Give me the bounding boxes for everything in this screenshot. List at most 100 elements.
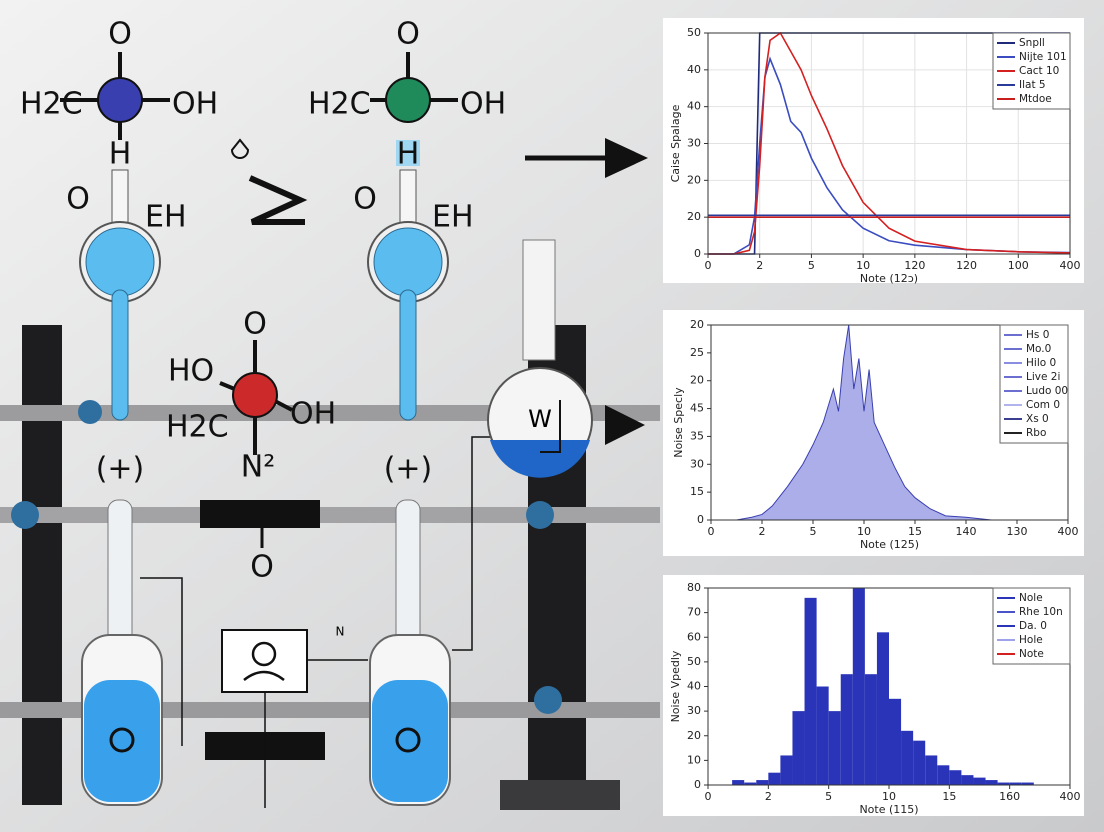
y-tick-label: 60	[687, 630, 701, 643]
flask-label: W	[528, 405, 552, 433]
legend-label: Da. 0	[1019, 620, 1047, 632]
legend-label: Rbo	[1026, 427, 1046, 439]
bar	[949, 770, 962, 785]
bar	[768, 772, 781, 785]
bar	[937, 765, 950, 785]
atom-label: EH	[145, 200, 187, 235]
x-tick-label: 15	[908, 525, 922, 538]
x-tick-label: 5	[810, 525, 817, 538]
bar	[804, 597, 817, 785]
y-tick-label: 20	[690, 374, 704, 387]
atom-label: H	[397, 137, 420, 172]
y-axis-label: Noise Specly	[672, 387, 685, 458]
legend-label: Rhe 10n	[1019, 606, 1063, 618]
plot-frame	[707, 32, 1071, 255]
legend-label: Xs 0	[1026, 413, 1049, 425]
y-tick-label: 50	[687, 26, 701, 39]
legend-label: Nijte 101	[1019, 51, 1067, 63]
x-tick-label: 120	[904, 259, 925, 272]
area	[736, 324, 992, 521]
y-tick-label: 10	[687, 753, 701, 766]
y-tick-label: 20	[687, 729, 701, 742]
y-tick-label: 0	[694, 247, 701, 260]
y-tick-label: 15	[690, 485, 704, 498]
legend-label: Cact 10	[1019, 65, 1059, 77]
legend-label: Hs 0	[1026, 329, 1049, 341]
atom-label: OH	[290, 397, 336, 432]
x-tick-label: 5	[808, 259, 815, 272]
x-tick-label: 2	[765, 790, 772, 803]
legend-label: Note	[1019, 648, 1044, 660]
bar	[756, 780, 769, 785]
legend-label: Live 2i	[1026, 371, 1060, 383]
atom-label: O	[243, 307, 267, 342]
y-axis-label: Noise Vpedly	[669, 650, 682, 722]
plus-symbol: (+)	[96, 452, 145, 487]
x-tick-label: 2	[759, 525, 766, 538]
x-tick-label: 10	[856, 259, 870, 272]
atom-label: H2C	[166, 410, 229, 445]
x-tick-label: 0	[705, 259, 712, 272]
bar	[1021, 782, 1034, 785]
legend-label: Snpll	[1019, 37, 1045, 49]
y-tick-label: 40	[687, 63, 701, 76]
atom-label: O	[396, 17, 420, 52]
y-axis-label: Caise Spalage	[669, 104, 682, 182]
y-tick-label: 40	[687, 100, 701, 113]
atom-label: O	[66, 182, 90, 217]
bar	[780, 755, 793, 785]
x-tick-label: 0	[708, 525, 715, 538]
bar	[901, 730, 914, 785]
bar	[852, 588, 865, 785]
legend-label: Ilat 5	[1019, 79, 1046, 91]
x-tick-label: 400	[1060, 790, 1081, 803]
atom-label: N²	[241, 450, 275, 485]
y-tick-label: 70	[687, 606, 701, 619]
x-tick-label: 130	[1007, 525, 1028, 538]
y-tick-label: 45	[690, 402, 704, 415]
bar	[889, 698, 902, 785]
x-tick-label: 5	[825, 790, 832, 803]
series-line	[708, 31, 1071, 255]
x-tick-label: 140	[956, 525, 977, 538]
plot-frame	[707, 587, 1071, 786]
atom-label: H2C	[20, 87, 83, 122]
y-tick-label: 50	[687, 655, 701, 668]
line-label: N	[336, 625, 345, 639]
bar	[985, 780, 998, 785]
bar	[732, 780, 745, 785]
y-tick-label: 30	[687, 704, 701, 717]
y-tick-label: 0	[694, 778, 701, 791]
y-tick-label: 20	[687, 210, 701, 223]
y-tick-label: 25	[690, 346, 704, 359]
x-tick-label: 160	[999, 790, 1020, 803]
x-tick-label: 400	[1060, 259, 1081, 272]
x-tick-label: 10	[857, 525, 871, 538]
legend-label: Hole	[1019, 634, 1043, 646]
bar	[961, 775, 974, 785]
atom-label: HO	[168, 354, 214, 389]
bar	[840, 674, 853, 785]
x-tick-label: 120	[956, 259, 977, 272]
atom-label: O	[250, 550, 274, 585]
y-tick-label: 80	[687, 581, 701, 594]
bar	[913, 740, 926, 785]
atom-label: H	[109, 137, 132, 172]
y-tick-label: 35	[690, 429, 704, 442]
atom-label: EH	[432, 200, 474, 235]
y-tick-label: 20	[687, 173, 701, 186]
plus-symbol: (+)	[384, 452, 433, 487]
x-axis-label: Note (115)	[859, 803, 918, 816]
bar	[876, 632, 889, 785]
x-axis-label: Note (125)	[860, 538, 919, 551]
y-tick-label: 30	[687, 137, 701, 150]
bar	[828, 711, 841, 785]
atom-label: O	[108, 17, 132, 52]
legend-label: Hilo 0	[1026, 357, 1056, 369]
atom-label: O	[353, 182, 377, 217]
legend-box	[999, 324, 1069, 444]
bar	[864, 674, 877, 785]
y-tick-label: 30	[690, 457, 704, 470]
bar	[973, 777, 986, 785]
